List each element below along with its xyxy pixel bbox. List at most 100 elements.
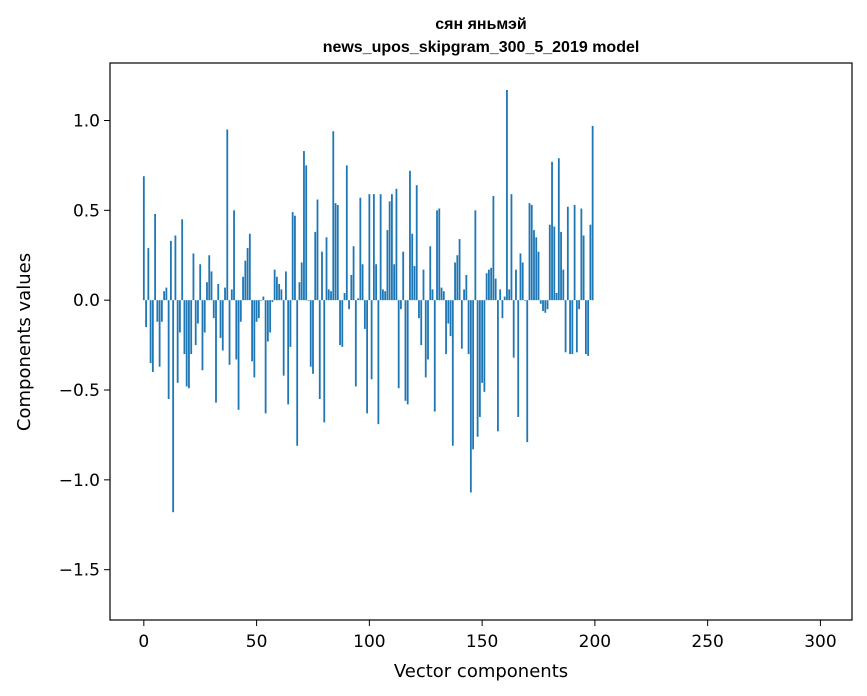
bar-component-113: [397, 300, 400, 389]
bar-component-177: [542, 300, 544, 311]
bar-component-5: [154, 213, 157, 301]
bar-component-35: [221, 300, 224, 351]
bar-component-183: [555, 292, 558, 301]
bar-component-176: [539, 300, 542, 304]
bar-component-41: [235, 300, 238, 360]
bar-component-140: [458, 239, 461, 301]
bar-component-98: [363, 300, 366, 329]
bar-component-174: [535, 237, 538, 301]
bar-component-51: [257, 300, 260, 319]
chart-title-line-2: news_upos_skipgram_300_5_2019 model: [323, 39, 640, 56]
y-tick-label: 1.0: [73, 111, 100, 131]
bar-component-3: [149, 300, 152, 364]
bar-component-97: [361, 264, 364, 301]
bar-component-166: [517, 300, 520, 417]
bar-component-152: [485, 273, 488, 301]
bar-component-193: [578, 300, 581, 310]
bar-component-69: [298, 282, 301, 301]
bar-component-157: [497, 300, 499, 432]
bar-component-12: [169, 240, 172, 301]
x-tick-label: 0: [138, 632, 149, 652]
bar-component-143: [465, 275, 468, 301]
bar-component-43: [239, 300, 242, 322]
bar-component-48: [251, 300, 253, 362]
bar-component-8: [160, 300, 163, 322]
y-tick-label: −0.5: [59, 381, 100, 401]
bar-component-120: [413, 266, 416, 301]
x-tick-label: 250: [691, 632, 723, 652]
bar-component-158: [499, 289, 502, 301]
bar-component-150: [481, 300, 484, 383]
bar-component-91: [348, 300, 350, 310]
bar-component-154: [490, 267, 493, 301]
bar-component-199: [591, 125, 594, 301]
bar-component-37: [226, 129, 229, 301]
bar-component-110: [391, 194, 393, 301]
bar-component-60: [278, 284, 281, 301]
bar-component-184: [557, 158, 560, 301]
bar-component-20: [188, 300, 190, 389]
bar-component-104: [377, 300, 380, 425]
x-tick-label: 50: [246, 632, 268, 652]
bar-component-32: [215, 300, 217, 403]
x-axis-ticks: 0 50 100 150 200 250 300: [138, 620, 837, 652]
bar-component-86: [336, 204, 339, 301]
bar-component-14: [174, 235, 177, 301]
bar-component-197: [587, 300, 590, 356]
bar-component-130: [436, 210, 438, 301]
bar-component-79: [321, 251, 323, 301]
y-tick-label: 0.0: [73, 291, 100, 311]
bar-component-125: [424, 300, 427, 378]
bar-component-156: [494, 278, 497, 301]
bar-component-198: [589, 224, 592, 301]
bar-component-185: [560, 231, 562, 301]
bar-component-155: [492, 195, 495, 301]
bar-component-173: [533, 230, 535, 301]
bar-component-80: [323, 300, 326, 423]
bar-component-89: [343, 292, 346, 301]
plot-frame: [109, 62, 853, 621]
bar-component-78: [318, 300, 321, 399]
bar-component-92: [350, 275, 353, 301]
bar-component-4: [151, 300, 154, 373]
bar-component-127: [429, 246, 432, 301]
bar-component-10: [165, 287, 168, 301]
bar-component-72: [305, 165, 308, 301]
bar-component-83: [330, 291, 332, 301]
bar-component-136: [449, 300, 452, 337]
bar-component-23: [194, 300, 197, 346]
bar-component-55: [266, 300, 269, 342]
bar-component-103: [375, 264, 378, 301]
bar-component-181: [551, 161, 553, 301]
y-tick-label: 0.5: [73, 201, 100, 221]
bar-component-138: [454, 262, 456, 301]
x-tick-label: 150: [466, 632, 498, 652]
bar-component-107: [384, 291, 387, 301]
bar-component-161: [506, 89, 508, 301]
bar-component-188: [566, 206, 569, 301]
bar-component-84: [332, 131, 335, 301]
bar-component-26: [201, 300, 204, 371]
bar-component-163: [510, 194, 513, 301]
bar-component-94: [354, 300, 357, 387]
bar-component-131: [438, 208, 441, 301]
bar-component-47: [248, 233, 251, 301]
bar-component-42: [237, 300, 240, 410]
chart-title-line-1: сян яньмэй: [435, 16, 526, 33]
bar-component-189: [569, 300, 571, 355]
bar-component-141: [460, 300, 463, 349]
bar-component-168: [521, 262, 524, 301]
bar-component-81: [325, 237, 328, 301]
bar-component-96: [359, 197, 362, 301]
bar-component-56: [269, 300, 272, 333]
bar-component-82: [327, 289, 330, 301]
bar-component-64: [287, 300, 290, 405]
bar-component-54: [264, 300, 267, 414]
bar-component-57: [271, 300, 274, 302]
bar-component-111: [393, 264, 396, 301]
bar-component-108: [386, 230, 389, 301]
bar-component-194: [580, 208, 583, 301]
bar-component-112: [395, 188, 398, 301]
bar-component-145: [469, 300, 472, 493]
